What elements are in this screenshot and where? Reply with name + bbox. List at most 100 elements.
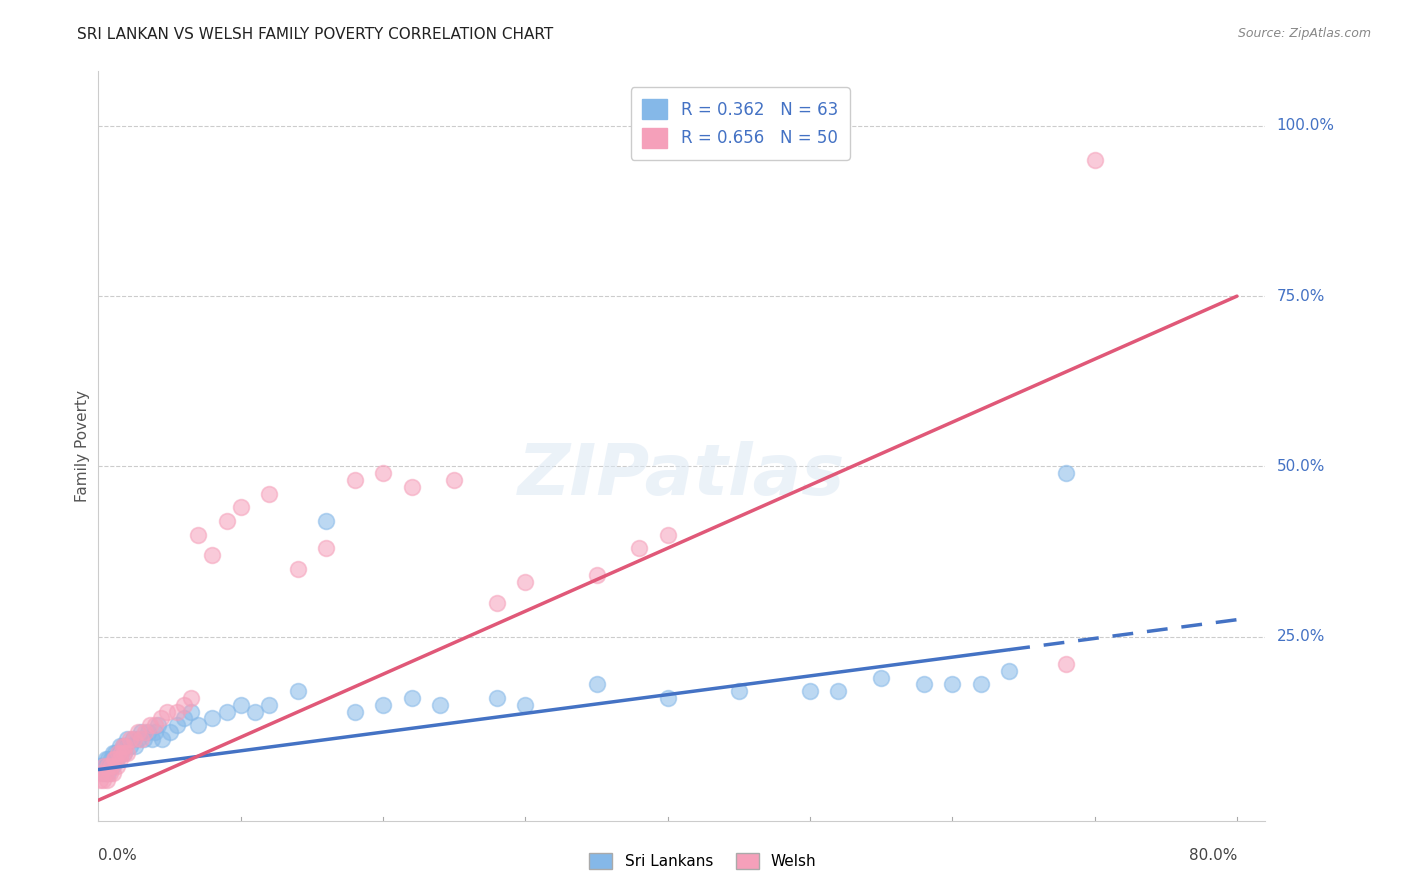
Point	[585, 568, 607, 582]
Point	[112, 746, 135, 760]
Point	[108, 739, 131, 753]
Point	[371, 698, 394, 712]
Y-axis label: Family Poverty: Family Poverty	[75, 390, 90, 502]
Point	[98, 759, 121, 773]
Point	[110, 746, 132, 760]
Point	[90, 766, 112, 780]
Point	[343, 705, 366, 719]
Point	[112, 746, 135, 760]
Point	[97, 766, 120, 780]
Point	[657, 691, 679, 706]
Text: 75.0%: 75.0%	[1277, 289, 1324, 303]
Point	[870, 671, 893, 685]
Point	[129, 725, 152, 739]
Point	[101, 759, 124, 773]
Point	[187, 718, 209, 732]
Point	[143, 718, 166, 732]
Point	[485, 596, 508, 610]
Point	[108, 752, 131, 766]
Point	[201, 548, 224, 562]
Point	[118, 731, 141, 746]
Point	[215, 705, 238, 719]
Point	[1084, 153, 1107, 167]
Point	[110, 746, 132, 760]
Point	[127, 731, 149, 746]
Point	[727, 684, 749, 698]
Point	[115, 731, 138, 746]
Point	[401, 480, 423, 494]
Point	[166, 718, 188, 732]
Text: 50.0%: 50.0%	[1277, 459, 1324, 474]
Point	[97, 752, 120, 766]
Point	[104, 746, 127, 760]
Point	[107, 746, 129, 760]
Point	[657, 527, 679, 541]
Point	[114, 739, 136, 753]
Point	[132, 731, 155, 746]
Point	[515, 698, 537, 712]
Point	[93, 759, 115, 773]
Point	[124, 739, 146, 753]
Point	[111, 739, 134, 753]
Text: ZIPatlas: ZIPatlas	[519, 442, 845, 510]
Point	[94, 766, 117, 780]
Legend: R = 0.362   N = 63, R = 0.656   N = 50: R = 0.362 N = 63, R = 0.656 N = 50	[631, 87, 849, 160]
Point	[429, 698, 451, 712]
Point	[152, 731, 174, 746]
Point	[912, 677, 935, 691]
Point	[343, 473, 366, 487]
Point	[121, 731, 143, 746]
Point	[104, 752, 127, 766]
Point	[173, 711, 195, 725]
Point	[166, 705, 188, 719]
Point	[141, 731, 163, 746]
Point	[111, 739, 134, 753]
Point	[215, 514, 238, 528]
Point	[96, 772, 118, 787]
Point	[107, 746, 129, 760]
Point	[103, 752, 125, 766]
Point	[201, 711, 224, 725]
Point	[229, 500, 252, 515]
Point	[243, 705, 266, 719]
Point	[89, 759, 111, 773]
Point	[257, 486, 280, 500]
Point	[257, 698, 280, 712]
Point	[827, 684, 849, 698]
Point	[156, 705, 179, 719]
Point	[103, 752, 125, 766]
Point	[143, 725, 166, 739]
Point	[93, 759, 115, 773]
Point	[799, 684, 821, 698]
Point	[129, 731, 152, 746]
Point	[187, 527, 209, 541]
Legend: Sri Lankans, Welsh: Sri Lankans, Welsh	[583, 847, 823, 875]
Point	[970, 677, 993, 691]
Point	[180, 705, 202, 719]
Text: 0.0%: 0.0%	[98, 848, 138, 863]
Point	[315, 541, 337, 556]
Point	[287, 684, 309, 698]
Point	[229, 698, 252, 712]
Point	[100, 759, 122, 773]
Point	[94, 766, 117, 780]
Text: 25.0%: 25.0%	[1277, 629, 1324, 644]
Point	[443, 473, 465, 487]
Text: SRI LANKAN VS WELSH FAMILY POVERTY CORRELATION CHART: SRI LANKAN VS WELSH FAMILY POVERTY CORRE…	[77, 27, 554, 42]
Point	[180, 691, 202, 706]
Point	[585, 677, 607, 691]
Point	[90, 759, 112, 773]
Text: Source: ZipAtlas.com: Source: ZipAtlas.com	[1237, 27, 1371, 40]
Point	[122, 731, 145, 746]
Point	[136, 725, 159, 739]
Point	[371, 467, 394, 481]
Point	[101, 766, 124, 780]
Point	[138, 718, 160, 732]
Text: 100.0%: 100.0%	[1277, 119, 1334, 133]
Point	[89, 772, 111, 787]
Point	[101, 746, 124, 760]
Point	[98, 766, 121, 780]
Point	[1054, 467, 1077, 481]
Point	[105, 752, 128, 766]
Point	[315, 514, 337, 528]
